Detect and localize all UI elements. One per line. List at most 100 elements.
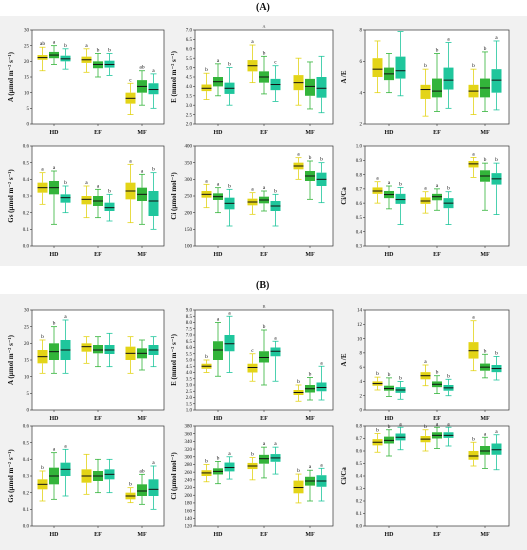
significance-label: a [472,151,475,157]
y-tick-label: 5.0 [186,359,193,364]
box-body [148,83,159,95]
box-mf-s1: b [125,482,136,504]
box-hd-s3: b [224,183,235,227]
y-tick-label: 340 [185,440,193,445]
significance-label: a [251,187,254,193]
box-ef-s1: a [420,359,431,387]
box-body [395,56,406,79]
box-mf-s2: ab [137,65,147,106]
significance-label: b [205,67,208,73]
box-ef-s2 [93,458,103,494]
box-ef-s1: b [420,63,431,117]
box-mf-s1: a [293,152,304,180]
y-tick-label: 6 [360,60,363,65]
y-tick-label: 25 [24,44,30,49]
box-hd-s1: ab [37,41,48,72]
box-hd-s2: a [213,58,223,97]
y-tick-label: 14 [357,309,363,314]
significance-label: b [53,321,56,327]
box-body [81,343,92,352]
significance-label: a [64,443,67,449]
box-body [104,202,115,211]
box-ef-s2: b [432,370,442,394]
box-hd-s1: a [37,167,48,205]
x-category-label: MF [305,532,315,538]
significance-label: a [388,180,391,186]
x-category-label: HD [214,532,224,538]
y-tick-label: 8 [360,29,363,34]
y-tick-label: 2.5 [186,113,193,118]
y-tick-label: 0.3 [356,487,363,492]
y-tick-label: 0.3 [356,245,363,250]
significance-label: b [263,50,266,56]
x-category-label: EF [433,252,441,258]
box-body [468,451,479,460]
significance-label: c [129,77,132,83]
box-body [293,480,304,494]
significance-label: a [447,37,450,43]
y-tick-label: 0.4 [356,230,363,235]
y-tick-label: 2.5 [186,390,193,395]
x-category-label: HD [50,252,60,258]
significance-label: b [376,428,379,434]
box-mf-s1: b [468,436,479,467]
y-tick-label: 0.0 [23,245,30,250]
y-tick-label: 0.4 [23,458,30,463]
box-body [395,193,406,204]
box-body [372,58,383,77]
significance-label: b [388,372,391,378]
significance-label: b [297,468,300,474]
significance-label: a [217,317,220,323]
y-tick-label: 0.7 [356,188,363,193]
significance-label: b [484,348,487,354]
box-ef-s3: b [104,48,115,76]
box-body [224,335,235,352]
y-tick-label: 1.0 [186,409,193,414]
y-tick-label: 10 [357,337,363,342]
box-body [443,67,454,90]
x-category-label: MF [480,416,490,422]
y-tick-label: 3.0 [186,104,193,109]
box-hd-s1: b [201,458,212,483]
y-tick-label: 8.5 [186,315,193,320]
y-tick-label: 0.8 [356,425,363,430]
box-hd-s3: b [60,43,71,70]
significance-label: b [274,188,277,194]
y-tick-label: 0.6 [23,425,30,430]
subplot-b-1: 0 5 10 15 20 25 30 A (μmol m⁻² s⁻¹) HD EF MF b b a [7,309,165,422]
x-category-label: HD [50,416,60,422]
panel-mark: A [262,24,266,29]
y-tick-label: 0.5 [23,441,30,446]
box-body [259,351,269,363]
significance-label: b [424,63,427,69]
box-mf-s3: a [316,462,327,502]
y-tick-label: 25 [24,325,30,330]
box-body [213,341,223,360]
x-category-label: EF [260,130,268,136]
box-hd-s2: a [213,317,223,377]
box-body [148,479,159,496]
x-category-label: HD [214,416,224,422]
box-ef-s3: a [443,421,454,447]
significance-label: a [53,165,56,171]
significance-label: a [228,310,231,316]
significance-label: a [41,167,44,173]
panel-mark: B [262,304,265,309]
y-axis-title: A /E [340,70,348,83]
box-mf-s1 [293,57,304,106]
y-tick-label: 30 [24,309,30,314]
y-tick-label: 180 [185,502,193,507]
y-tick-label: 6.5 [186,340,193,345]
significance-label: a [53,40,56,46]
y-tick-label: 12 [357,323,363,328]
significance-label: a [447,421,450,427]
significance-label: a [399,421,402,427]
box-mf-s3: a [148,68,159,109]
box-hd-s3: a [224,310,235,373]
y-tick-label: 6.5 [186,38,193,43]
box-hd-s2: a [213,182,223,214]
y-tick-label: 0.5 [23,161,30,166]
box-mf-s3: a [316,360,327,401]
significance-label: a [217,182,220,188]
y-tick-label: 30 [24,29,30,34]
